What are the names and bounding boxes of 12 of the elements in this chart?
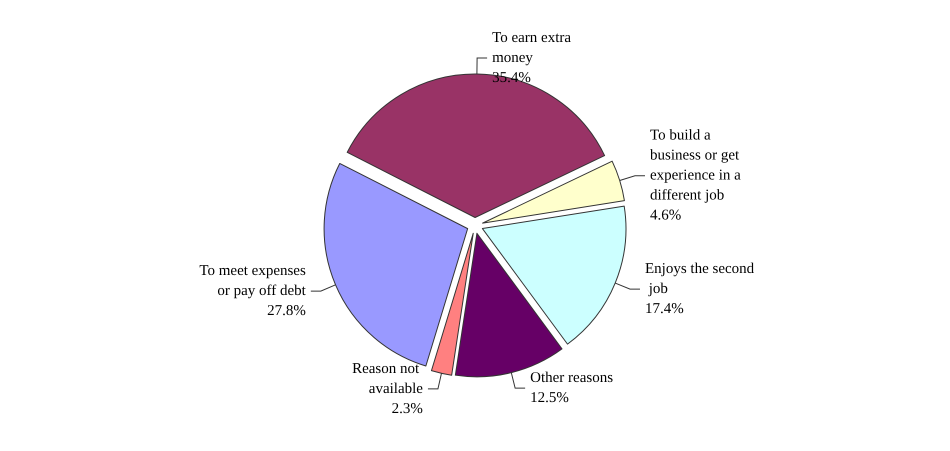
data-label: 17.4% <box>644 301 684 318</box>
data-label: 2.3% <box>392 400 423 417</box>
slice-label: Reason not available <box>352 360 424 397</box>
slice-label: To earn extra money <box>492 30 575 66</box>
data-label: 12.5% <box>530 390 569 406</box>
data-label: 27.8% <box>267 303 306 320</box>
slice-label: To meet expenses or pay off debt <box>199 263 307 300</box>
data-label: 4.6% <box>650 208 682 224</box>
slice-label: To build a business or get experience in a different job <box>650 128 745 204</box>
slice-label: Enjoys the second job <box>644 261 755 298</box>
data-label: 35.4% <box>492 70 531 86</box>
slice-label: Other reasons <box>530 370 614 386</box>
